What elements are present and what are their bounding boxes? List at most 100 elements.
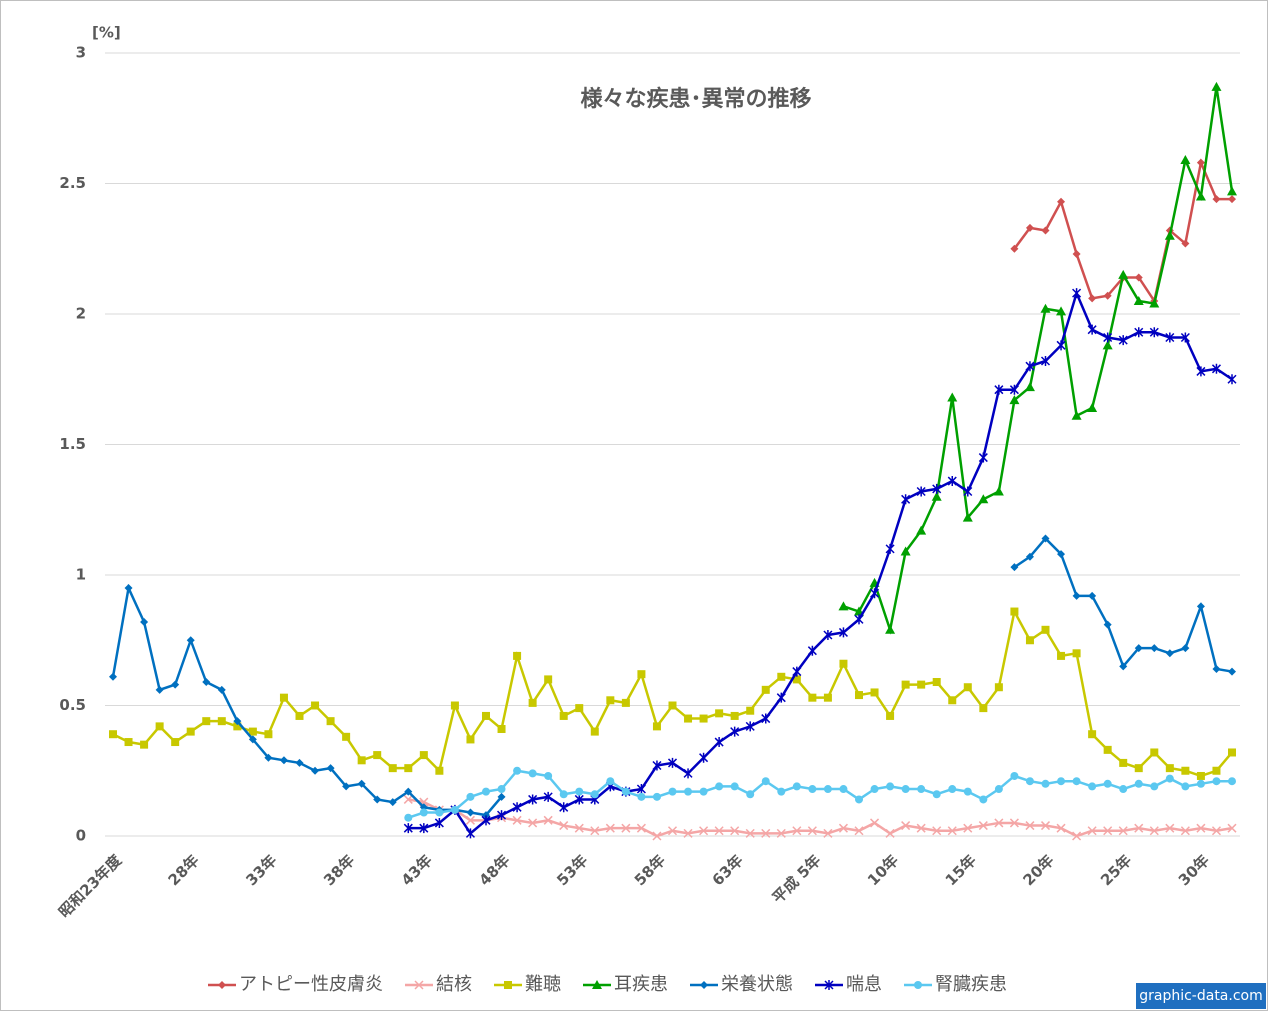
marker (1088, 782, 1097, 791)
marker (497, 810, 507, 821)
marker (1212, 777, 1221, 786)
marker (404, 764, 413, 773)
marker (311, 701, 320, 710)
marker (528, 794, 538, 805)
marker (1057, 197, 1066, 206)
marker (1227, 374, 1237, 385)
series-line (843, 86, 1234, 635)
marker (559, 790, 568, 799)
marker (1072, 777, 1081, 786)
marker (1180, 332, 1190, 343)
marker (1119, 662, 1128, 671)
marker (746, 790, 755, 799)
legend-item: 栄養状態 (690, 974, 793, 995)
marker (155, 722, 164, 731)
marker (1212, 664, 1221, 673)
marker (1118, 826, 1128, 836)
legend-item: 結核 (405, 974, 472, 995)
marker (963, 486, 973, 497)
source: graphic-data.com (1139, 988, 1263, 1004)
marker (1211, 81, 1222, 91)
marker (1134, 273, 1143, 282)
marker (575, 787, 584, 796)
marker (403, 794, 413, 804)
marker (746, 706, 755, 715)
marker (699, 752, 709, 763)
marker (1057, 550, 1066, 559)
marker (948, 785, 957, 794)
y-tick-label: 2.5 (59, 174, 86, 192)
marker (932, 678, 941, 687)
marker (1087, 402, 1098, 412)
marker (434, 817, 444, 828)
marker (544, 771, 553, 780)
marker (963, 787, 972, 796)
marker (295, 711, 304, 720)
marker (947, 826, 957, 836)
marker (450, 805, 459, 814)
marker (807, 826, 817, 836)
marker (838, 601, 849, 611)
marker (683, 828, 693, 838)
marker (1041, 625, 1050, 634)
marker (932, 483, 942, 494)
marker (994, 818, 1004, 828)
marker (932, 790, 941, 799)
marker (466, 735, 475, 744)
marker (1103, 291, 1112, 300)
marker (715, 709, 724, 718)
marker (1119, 758, 1128, 767)
marker (342, 732, 351, 741)
marker (652, 760, 662, 771)
marker (808, 693, 817, 702)
marker (1071, 410, 1082, 420)
marker (1025, 777, 1034, 786)
marker (1165, 774, 1174, 783)
legend-item: 喘息 (815, 974, 882, 995)
marker (357, 779, 366, 788)
marker (684, 787, 693, 796)
marker (1150, 782, 1159, 791)
marker (1041, 779, 1050, 788)
marker (1227, 823, 1237, 833)
marker (1228, 667, 1236, 676)
marker (1150, 644, 1159, 653)
marker (870, 785, 879, 794)
marker (667, 757, 678, 768)
marker (1165, 332, 1175, 343)
marker (1103, 620, 1112, 629)
marker (1072, 288, 1082, 299)
marker (886, 711, 895, 720)
marker (1056, 306, 1067, 316)
legend-label: 耳疾患 (614, 974, 668, 995)
marker (916, 525, 927, 535)
marker (1088, 294, 1097, 303)
marker (1134, 764, 1143, 773)
marker (388, 798, 397, 807)
marker (171, 738, 180, 747)
marker (109, 730, 117, 739)
marker (419, 808, 428, 817)
marker (1164, 230, 1175, 240)
marker (947, 476, 957, 487)
marker (590, 790, 599, 799)
series (403, 794, 1237, 841)
marker (901, 821, 911, 831)
legend-marker (592, 980, 602, 989)
marker (839, 785, 848, 794)
marker (419, 823, 429, 834)
marker (823, 693, 832, 702)
series (109, 607, 1236, 780)
marker (870, 818, 880, 828)
legend-marker (504, 981, 512, 989)
marker (730, 711, 739, 720)
marker (823, 828, 833, 838)
marker (124, 738, 133, 747)
series (838, 81, 1237, 635)
marker (854, 614, 864, 625)
marker (1181, 766, 1190, 775)
marker (823, 630, 833, 641)
marker (1056, 340, 1066, 351)
marker (1072, 591, 1081, 600)
marker (171, 680, 180, 689)
